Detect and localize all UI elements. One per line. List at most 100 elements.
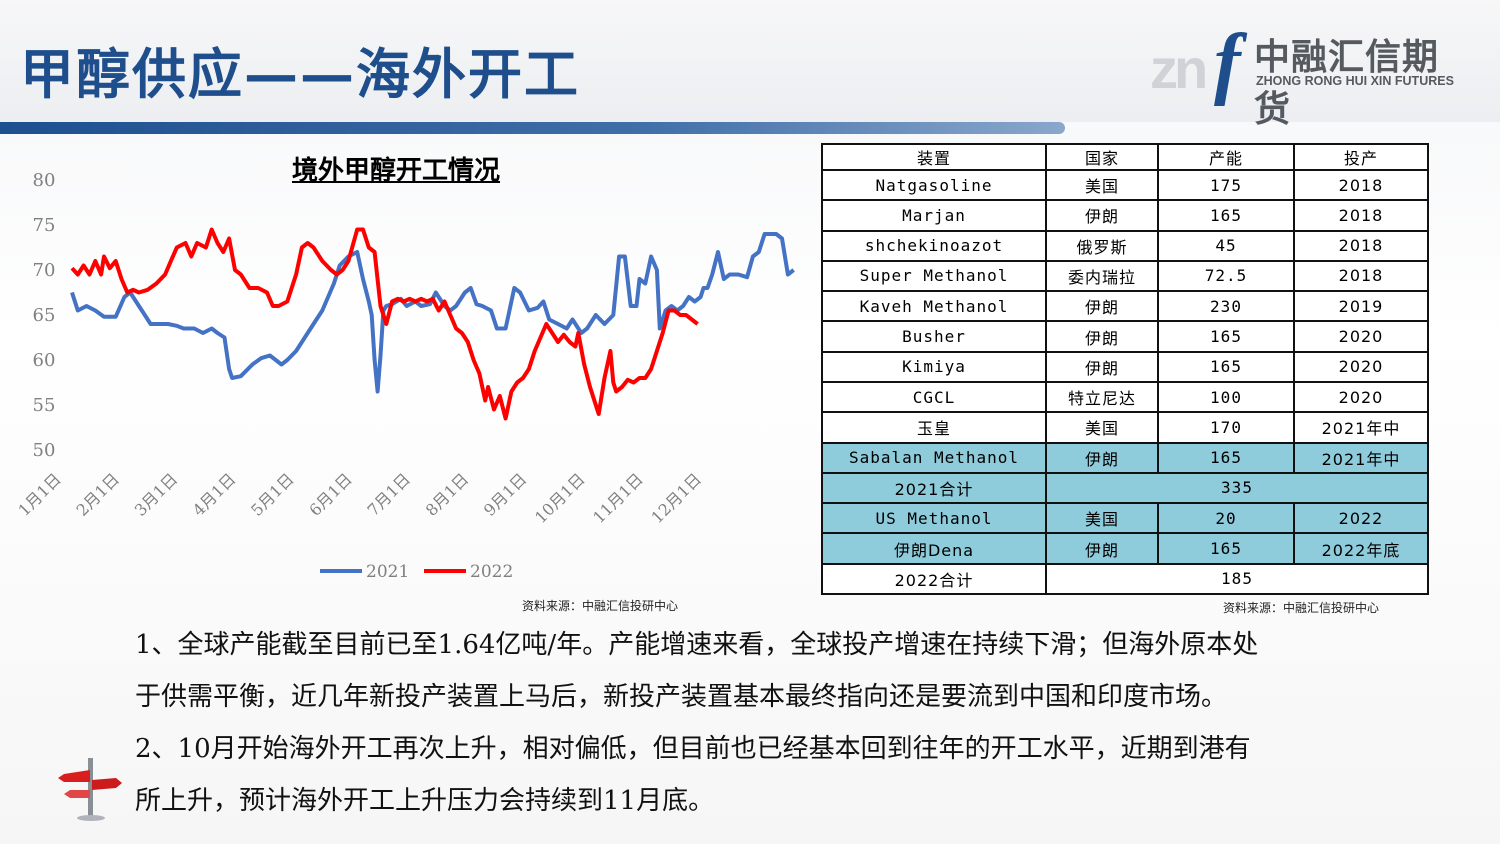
cell-start: 2018 xyxy=(1293,168,1429,202)
cell-start: 2021年中 xyxy=(1293,441,1429,474)
series-line-2021 xyxy=(70,232,795,394)
cell-capacity: 165 xyxy=(1157,199,1295,232)
cell-capacity: 230 xyxy=(1157,290,1295,323)
cell-total-label: 2022合计 xyxy=(821,562,1047,596)
plant-table: 装置 国家 产能 投产 Natgasoline 美国 175 2018 Marjan 伊朗… xyxy=(821,143,1429,596)
cell-plant: US Methanol xyxy=(821,502,1047,535)
logo-f-mark: f xyxy=(1214,19,1241,107)
cell-capacity: 45 xyxy=(1157,229,1295,262)
cell-plant: Super Methanol xyxy=(821,259,1047,293)
logo-zn-mark: zn xyxy=(1150,37,1208,100)
cell-plant: 玉皇 xyxy=(821,411,1047,444)
y-tick-label: 65 xyxy=(33,305,56,326)
cell-country: 俄罗斯 xyxy=(1045,229,1159,262)
table-row: Busher 伊朗 165 2020 xyxy=(821,320,1429,353)
cell-plant: shchekinoazot xyxy=(821,229,1047,262)
x-tick-label: 10月1日 xyxy=(531,469,589,527)
table-total-row: 2022合计 185 xyxy=(821,562,1429,596)
cell-country: 伊朗 xyxy=(1045,532,1159,565)
table-row: US Methanol 美国 20 2022 xyxy=(821,502,1429,535)
y-axis-ticks: 80 75 70 65 60 55 50 xyxy=(33,170,56,461)
paragraph-line-4: 所上升，预计海外开工上升压力会持续到11月底。 xyxy=(135,786,715,816)
cell-start: 2022年底 xyxy=(1293,532,1429,565)
logo-chinese-name: 中融汇信期货 xyxy=(1254,37,1440,130)
x-tick-label: 7月1日 xyxy=(364,469,414,519)
logo-english-name: ZHONG RONG HUI XIN FUTURES xyxy=(1256,74,1454,88)
y-tick-label: 70 xyxy=(33,260,56,281)
table-body: Natgasoline 美国 175 2018 Marjan 伊朗 165 2018 shche… xyxy=(821,168,1429,596)
table-row: shchekinoazot 俄罗斯 45 2018 xyxy=(821,229,1429,262)
cell-plant: Marjan xyxy=(821,199,1047,232)
cell-start: 2018 xyxy=(1293,229,1429,262)
table-row: Kimiya 伊朗 165 2020 xyxy=(821,350,1429,383)
y-tick-label: 50 xyxy=(33,440,56,461)
cell-total-value: 335 xyxy=(1045,471,1429,505)
header-country: 国家 xyxy=(1045,143,1159,171)
cell-start: 2018 xyxy=(1293,199,1429,232)
cell-start: 2018 xyxy=(1293,259,1429,293)
table-row: Natgasoline 美国 175 2018 xyxy=(821,168,1429,202)
x-tick-label: 1月1日 xyxy=(14,469,64,519)
cell-country: 美国 xyxy=(1045,411,1159,444)
y-tick-label: 75 xyxy=(33,215,56,236)
header-stripe xyxy=(0,122,1065,134)
cell-total-label: 2021合计 xyxy=(821,471,1047,505)
x-tick-label: 8月1日 xyxy=(422,469,472,519)
cell-start: 2022 xyxy=(1293,502,1429,535)
paragraph-line-2: 于供需平衡，近几年新投产装置上马后，新投产装置基本最终指向还是要流到中国和印度市… xyxy=(135,682,1228,712)
x-tick-label: 3月1日 xyxy=(131,469,181,519)
cell-start: 2019 xyxy=(1293,290,1429,323)
cell-country: 委内瑞拉 xyxy=(1045,259,1159,293)
header-capacity: 产能 xyxy=(1157,143,1295,171)
table-row: Kaveh Methanol 伊朗 230 2019 xyxy=(821,290,1429,323)
header-start: 投产 xyxy=(1293,143,1429,171)
cell-country: 伊朗 xyxy=(1045,290,1159,323)
x-tick-label: 12月1日 xyxy=(647,469,705,527)
x-tick-label: 5月1日 xyxy=(247,469,297,519)
table-row: 伊朗Dena 伊朗 165 2022年底 xyxy=(821,532,1429,565)
x-axis-ticks: 1月1日 2月1日 3月1日 4月1日 5月1日 6月1日 7月1日 8月1日 9月1日 10月1… xyxy=(14,469,705,527)
cell-start: 2020 xyxy=(1293,380,1429,414)
paragraph-line-3: 2、10月开始海外开工再次上升，相对偏低，但目前也已经基本回到往年的开工水平，近… xyxy=(135,734,1251,764)
x-tick-label: 6月1日 xyxy=(305,469,355,519)
cell-capacity: 165 xyxy=(1157,320,1295,353)
table-row: 玉皇 美国 170 2021年中 xyxy=(821,411,1429,444)
chart-source: 资料来源：中融汇信投研中心 xyxy=(522,599,679,613)
cell-capacity: 20 xyxy=(1157,502,1295,535)
table-header-row: 装置 国家 产能 投产 xyxy=(821,143,1429,171)
cell-capacity: 72.5 xyxy=(1157,259,1295,293)
header-plant: 装置 xyxy=(821,143,1047,171)
cell-plant: Kimiya xyxy=(821,350,1047,383)
cell-total-value: 185 xyxy=(1045,562,1429,596)
cell-plant: CGCL xyxy=(821,380,1047,414)
cell-country: 特立尼达 xyxy=(1045,380,1159,414)
x-tick-label: 2月1日 xyxy=(73,469,123,519)
header-band xyxy=(0,0,1500,122)
chart-title: 境外甲醇开工情况 xyxy=(292,156,501,186)
cell-start: 2020 xyxy=(1293,350,1429,383)
x-tick-label: 4月1日 xyxy=(189,469,239,519)
cell-start: 2020 xyxy=(1293,320,1429,353)
cell-plant: Busher xyxy=(821,320,1047,353)
cell-capacity: 175 xyxy=(1157,168,1295,202)
cell-capacity: 170 xyxy=(1157,411,1295,444)
page-title: 甲醇供应——海外开工 xyxy=(20,42,580,106)
x-tick-label: 9月1日 xyxy=(480,469,530,519)
cell-capacity: 165 xyxy=(1157,441,1295,474)
cell-country: 伊朗 xyxy=(1045,441,1159,474)
cell-plant: Sabalan Methanol xyxy=(821,441,1047,474)
table-row: Super Methanol 委内瑞拉 72.5 2018 xyxy=(821,259,1429,293)
cell-country: 伊朗 xyxy=(1045,350,1159,383)
cell-start: 2021年中 xyxy=(1293,411,1429,444)
y-tick-label: 60 xyxy=(33,350,56,371)
y-tick-label: 80 xyxy=(33,170,56,191)
paragraph-line-1: 1、全球产能截至目前已至1.64亿吨/年。产能增速来看，全球投产增速在持续下滑；… xyxy=(135,630,1259,660)
legend-label: 2022 xyxy=(470,562,513,582)
cell-country: 伊朗 xyxy=(1045,320,1159,353)
chart-legend: 2021 2022 xyxy=(320,562,513,582)
series-lines xyxy=(70,227,795,421)
cell-plant: Natgasoline xyxy=(821,168,1047,202)
cell-plant: Kaveh Methanol xyxy=(821,290,1047,323)
legend-label: 2021 xyxy=(366,562,409,582)
table-source: 资料来源：中融汇信投研中心 xyxy=(1223,601,1380,615)
